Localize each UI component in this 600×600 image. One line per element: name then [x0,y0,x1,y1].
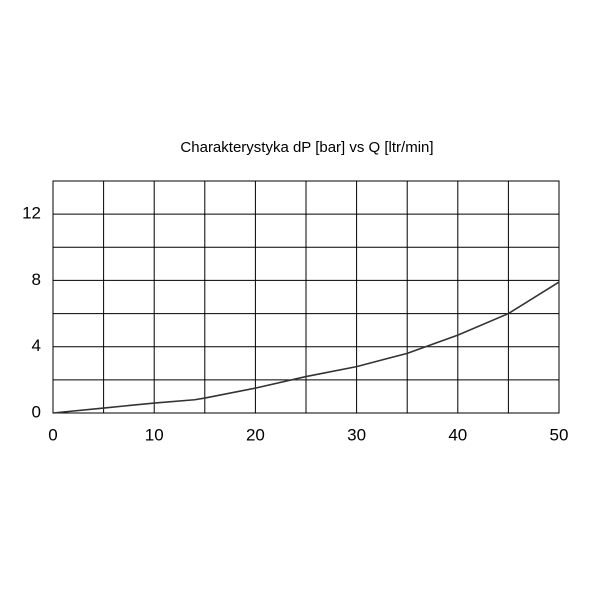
x-tick-label: 50 [550,425,569,444]
x-tick-label: 40 [448,425,467,444]
x-tick-label: 10 [145,425,164,444]
y-tick-label: 0 [32,402,41,421]
chart-title: Charakterystyka dP [bar] vs Q [ltr/min] [180,139,433,156]
y-tick-label: 8 [32,270,41,289]
y-tick-label: 4 [32,336,41,355]
x-tick-label: 0 [48,425,57,444]
x-tick-label: 30 [347,425,366,444]
y-tick-label: 12 [22,204,41,223]
data-line [52,281,560,414]
plot-frame [52,180,560,414]
x-tick-label: 20 [246,425,265,444]
